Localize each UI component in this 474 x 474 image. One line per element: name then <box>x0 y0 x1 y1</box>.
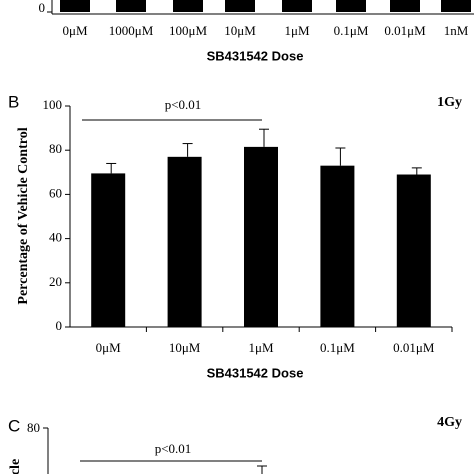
bar-fragment <box>336 0 366 12</box>
y-tick-label: 80 <box>27 420 40 435</box>
x-tick-label: 10μM <box>169 340 201 355</box>
x-tick-label: 0.01μM <box>393 340 435 355</box>
x-tick-label: 0.1μM <box>334 23 369 38</box>
bar-fragment <box>173 0 203 12</box>
x-tick-label: 0.01μM <box>384 23 426 38</box>
panel-label: C <box>8 416 20 435</box>
bar-fragment <box>390 0 420 12</box>
x-tick-label: 0μM <box>96 340 121 355</box>
annotation: p<0.01 <box>155 441 192 456</box>
bar <box>167 156 202 327</box>
x-tick-label: 10μM <box>224 23 256 38</box>
y-tick-label: 0 <box>56 318 63 333</box>
bar-fragment <box>282 0 312 12</box>
bar-fragment <box>225 0 255 12</box>
bar <box>91 173 126 327</box>
x-tick-label: 0μM <box>62 23 87 38</box>
y-axis-label: Percentage of Vehicle Control <box>16 127 31 304</box>
bar <box>244 146 278 327</box>
chart-title: 1Gy <box>437 95 462 110</box>
x-axis-label: SB431542 Dose <box>207 48 304 63</box>
x-tick-label: 1μM <box>284 23 309 38</box>
bar <box>396 174 431 327</box>
bar-fragment <box>116 0 146 12</box>
y-tick-label: 0 <box>39 0 46 15</box>
bar-fragment <box>441 0 471 12</box>
y-axis-label: cle <box>8 459 23 474</box>
chart-title: 4Gy <box>437 415 462 430</box>
y-tick-label: 40 <box>49 230 62 245</box>
x-tick-label: 1nM <box>444 23 469 38</box>
y-tick-label: 20 <box>49 274 62 289</box>
x-tick-label: 1000μM <box>109 23 154 38</box>
y-tick-label: 60 <box>49 185 62 200</box>
y-tick-label: 100 <box>43 97 63 112</box>
x-tick-label: 0.1μM <box>320 340 355 355</box>
x-tick-label: 1μM <box>248 340 273 355</box>
y-axis-label-text: Percentage of Vehicle Control <box>16 127 31 304</box>
x-axis-label: SB431542 Dose <box>207 365 304 380</box>
x-tick-label: 100μM <box>169 23 207 38</box>
y-tick-label: 80 <box>49 141 62 156</box>
bar-fragment <box>60 0 90 12</box>
annotation: p<0.01 <box>165 97 202 112</box>
y-axis-label-text: cle <box>8 459 23 474</box>
panel-label: B <box>8 92 19 111</box>
bar <box>320 165 355 327</box>
